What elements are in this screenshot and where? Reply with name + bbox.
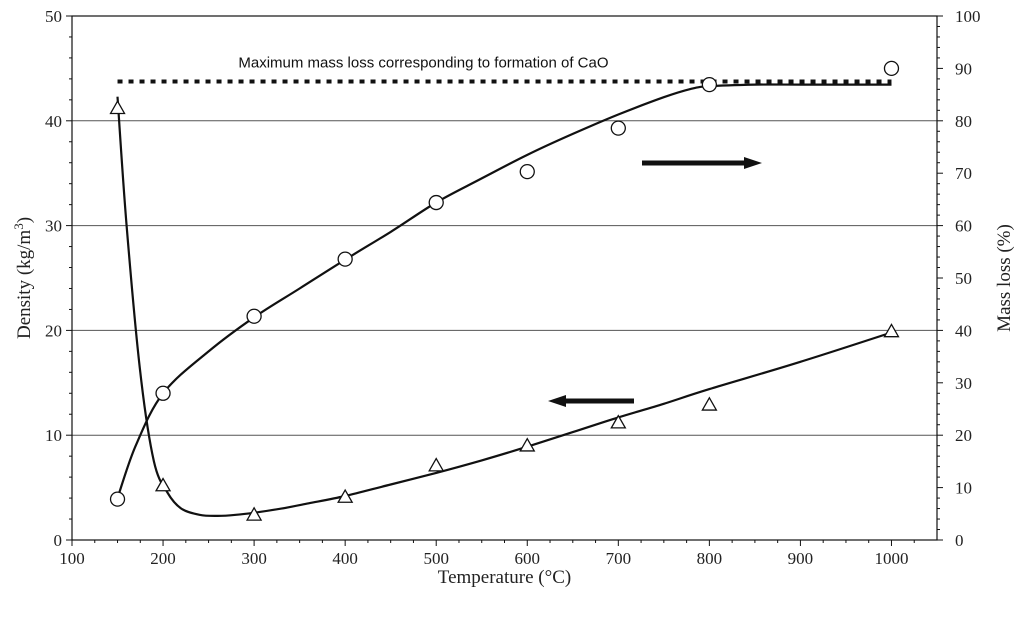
y-right-tick-label: 90: [955, 59, 972, 78]
axes-group: [66, 15, 943, 546]
density-point: [337, 488, 354, 503]
x-tick-label: 900: [788, 549, 814, 568]
x-tick-label: 200: [150, 549, 176, 568]
mass-loss-point: [701, 76, 718, 93]
markers-group: [109, 60, 900, 521]
density-point: [109, 99, 126, 115]
x-axis-title: Temperature (°C): [438, 567, 571, 588]
x-tick-label: 1000: [874, 549, 908, 568]
mass-loss-point: [246, 308, 262, 324]
mass-loss-point: [155, 385, 171, 401]
y-left-tick-label: 50: [45, 7, 62, 26]
y-right-tick-label: 10: [955, 479, 972, 498]
circle-series-curve: [116, 83, 892, 499]
y-left-tick-label: 10: [45, 426, 62, 445]
density-point: [883, 323, 900, 338]
y-right-tick-label: 60: [955, 217, 972, 236]
x-tick-label: 400: [332, 549, 358, 568]
mass-loss-point: [109, 491, 126, 507]
mass-loss-point: [610, 120, 626, 136]
mass-loss-point: [428, 194, 444, 211]
arrow-left-head: [548, 395, 566, 407]
y-right-tick-label: 30: [955, 374, 972, 393]
x-tick-label: 500: [423, 549, 449, 568]
triangle-series-curve: [116, 96, 892, 518]
gridlines: [72, 120, 937, 436]
y-left-axis-title-close: ): [14, 217, 35, 223]
y-left-tick-label: 30: [45, 217, 62, 236]
density-point: [154, 477, 172, 492]
y-right-tick-label: 40: [955, 321, 972, 340]
x-tick-label: 300: [241, 549, 267, 568]
density-point: [610, 414, 627, 429]
mass-loss-point: [337, 251, 353, 267]
y-right-tick-label: 50: [955, 269, 972, 288]
y-left-tick-label: 0: [54, 531, 63, 550]
density-point: [428, 457, 445, 472]
y-right-axis-title: Mass loss (%): [994, 224, 1015, 332]
x-tick-label: 700: [606, 549, 632, 568]
y-right-tick-label: 0: [955, 531, 964, 550]
density-point: [519, 437, 536, 452]
y-left-axis-title: Density (kg/m3): [11, 217, 35, 339]
arrow-right-head: [744, 157, 762, 169]
y-left-tick-label: 20: [45, 321, 62, 340]
annotation-max-mass-loss: Maximum mass loss corresponding to forma…: [238, 55, 608, 72]
x-tick-label: 600: [515, 549, 541, 568]
density-point: [245, 506, 263, 521]
y-left-tick-label: 40: [45, 112, 62, 131]
curves-group: [116, 83, 892, 518]
y-right-tick-label: 20: [955, 426, 972, 445]
y-left-axis-title-superscript: 3: [11, 223, 26, 230]
mass-loss-point: [883, 60, 900, 77]
arrows-group: [548, 157, 762, 407]
y-right-tick-label: 70: [955, 164, 972, 183]
y-right-tick-label: 100: [955, 7, 981, 26]
plot-frame: [71, 15, 938, 541]
mass-loss-point: [519, 163, 535, 180]
x-tick-label: 800: [697, 549, 723, 568]
x-tick-label: 100: [59, 549, 85, 568]
y-right-tick-label: 80: [955, 112, 972, 131]
y-left-axis-title-main: Density (kg/m: [14, 230, 35, 339]
density-point: [701, 396, 718, 411]
labels-group: 100 200 300 400 500 600 700 800 900 1000010203040…: [11, 7, 1015, 588]
